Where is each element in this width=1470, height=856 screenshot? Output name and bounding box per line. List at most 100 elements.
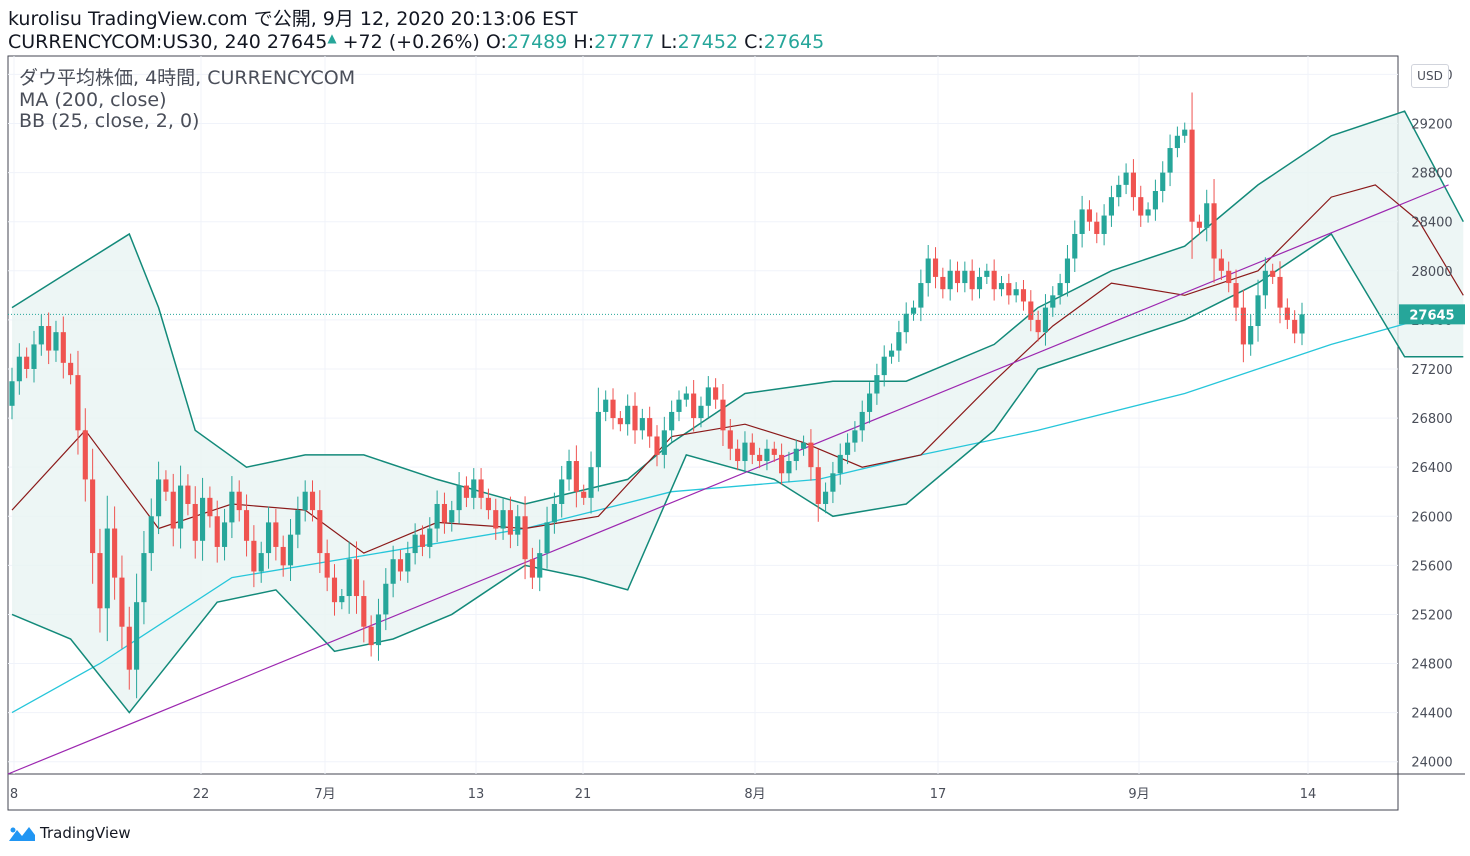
- price-tick-label: 24400: [1411, 707, 1452, 722]
- publish-info: kurolisu TradingView.com で公開, 9月 12, 202…: [8, 8, 578, 30]
- candle-body: [1064, 258, 1071, 284]
- candle-body: [405, 553, 411, 572]
- candle-body: [947, 270, 953, 290]
- open-value: 27489: [506, 31, 568, 53]
- low-value: 27452: [677, 31, 739, 53]
- candle-body: [779, 454, 785, 474]
- candle-body: [412, 534, 418, 554]
- price-change: +72 (+0.26%): [342, 31, 480, 53]
- bb-band-fill: [12, 111, 1464, 713]
- candle-body: [1248, 326, 1254, 345]
- candle-body: [383, 583, 389, 615]
- time-tick-label: 9月: [1128, 787, 1149, 802]
- candle-body: [1167, 148, 1173, 173]
- symbol-ohlc-line: CURRENCYCOM:US30, 240 27645▲ +72 (+0.26%…: [8, 31, 824, 55]
- candle-body: [200, 497, 206, 541]
- trend-line: [7, 184, 1449, 775]
- candle-body: [910, 307, 917, 314]
- candle-body: [529, 559, 535, 578]
- candle-body: [984, 270, 990, 277]
- candle-body: [786, 461, 792, 474]
- candle-body: [507, 510, 513, 535]
- candle-body: [163, 479, 169, 492]
- candle-body: [456, 485, 462, 511]
- candle-body: [954, 270, 961, 284]
- symbol-name[interactable]: CURRENCYCOM:US30, 240: [8, 31, 261, 53]
- candle-body: [962, 270, 968, 284]
- last-price-marker: 27645: [8, 304, 1465, 325]
- price-tick-label: 28800: [1411, 167, 1452, 182]
- candle-body: [1006, 283, 1012, 296]
- candle-body: [669, 411, 675, 431]
- candle-body: [588, 467, 594, 498]
- candle-body: [112, 528, 118, 578]
- time-tick-label: 13: [468, 787, 485, 802]
- candle-body: [9, 381, 15, 406]
- legend-ma[interactable]: MA (200, close): [19, 89, 167, 111]
- time-tick-label: 17: [930, 787, 947, 802]
- candle-body: [815, 467, 821, 504]
- candle-body: [346, 559, 352, 597]
- candle-body: [698, 405, 704, 419]
- time-tick-label: 22: [193, 787, 210, 802]
- candle-body: [31, 344, 37, 369]
- candle-body: [976, 276, 983, 290]
- ma200-line: [11, 306, 1464, 714]
- candle-body: [16, 356, 22, 382]
- candle-body: [647, 418, 653, 437]
- bollinger-fill: [12, 111, 1464, 713]
- candle-body: [881, 356, 887, 376]
- candle-body: [1138, 197, 1144, 216]
- time-tick-label: 8月: [744, 787, 765, 802]
- candle-body: [837, 454, 843, 474]
- tradingview-logo[interactable]: TradingView: [8, 822, 131, 844]
- candle-body: [331, 577, 338, 603]
- candle-body: [97, 553, 103, 609]
- candle-body: [691, 393, 697, 419]
- price-tick-label: 29200: [1411, 118, 1452, 133]
- candle-body: [1277, 276, 1283, 308]
- price-tick-label: 27200: [1411, 363, 1452, 378]
- candle-body: [771, 448, 777, 455]
- time-axis-labels: 8 22 7月 13 21 8月 17 9月 14: [10, 787, 1316, 802]
- currency-button[interactable]: USD: [1411, 64, 1449, 88]
- candle-body: [735, 448, 741, 462]
- candle-body: [24, 356, 30, 369]
- candle-body: [566, 461, 572, 480]
- candle-body: [661, 430, 667, 455]
- candle-body: [46, 326, 52, 351]
- candle-body: [148, 516, 154, 554]
- candle-body: [654, 436, 660, 455]
- candle-body: [757, 454, 763, 462]
- candle-body: [317, 510, 323, 554]
- legend-bb[interactable]: BB (25, close, 2, 0): [19, 110, 200, 132]
- price-tick-label: 24800: [1411, 658, 1452, 673]
- price-tick-label: 25200: [1411, 608, 1452, 623]
- last-price-tag: [1399, 304, 1465, 325]
- candle-body: [544, 522, 550, 554]
- candle-body: [434, 503, 440, 529]
- candle-body: [375, 614, 382, 646]
- candle-body: [295, 510, 301, 535]
- candle-body: [419, 534, 426, 547]
- candle-body: [610, 399, 616, 419]
- candle-body: [156, 479, 162, 517]
- candle-body: [1028, 301, 1034, 320]
- candle-body: [1174, 135, 1180, 149]
- candle-body: [1094, 221, 1100, 234]
- candle-body: [559, 479, 565, 504]
- candle-body: [1218, 258, 1224, 271]
- candle-body: [823, 491, 829, 504]
- candle-body: [1292, 319, 1298, 334]
- bb-lower-line: [11, 232, 1464, 714]
- price-tick-label: 26400: [1411, 461, 1452, 476]
- candle-body: [918, 283, 924, 308]
- candle-body: [68, 362, 74, 376]
- candle-body: [1050, 295, 1056, 308]
- candle-body: [1116, 184, 1122, 198]
- candle-body: [441, 503, 448, 523]
- candle-body: [1262, 270, 1268, 296]
- candle-body: [243, 510, 250, 541]
- last-price: 27645: [266, 31, 328, 53]
